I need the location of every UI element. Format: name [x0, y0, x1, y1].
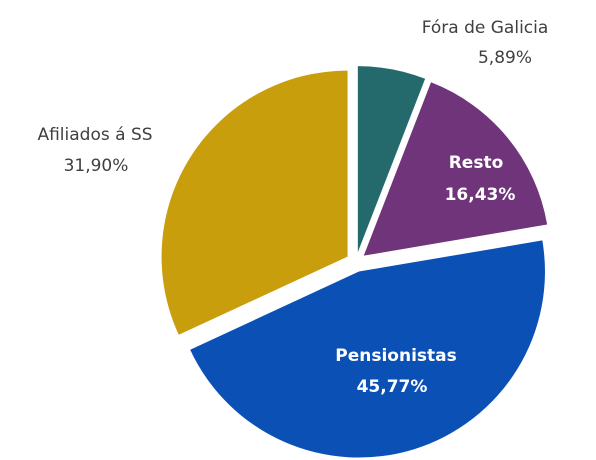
slice-value-label: 16,43% [445, 185, 516, 205]
slice-label: Pensionistas [335, 346, 456, 366]
pie-slice [357, 66, 426, 253]
pie-slice [363, 82, 548, 256]
slice-label: Resto [449, 153, 504, 173]
slice-value-label: 31,90% [64, 156, 129, 176]
slice-label: Afiliados á SS [37, 125, 152, 145]
pie-slice [190, 240, 545, 458]
slice-value-label: 5,89% [478, 48, 532, 68]
slice-label: Fóra de Galicia [422, 18, 549, 38]
pie-slice [161, 70, 348, 335]
slice-value-label: 45,77% [357, 377, 428, 397]
